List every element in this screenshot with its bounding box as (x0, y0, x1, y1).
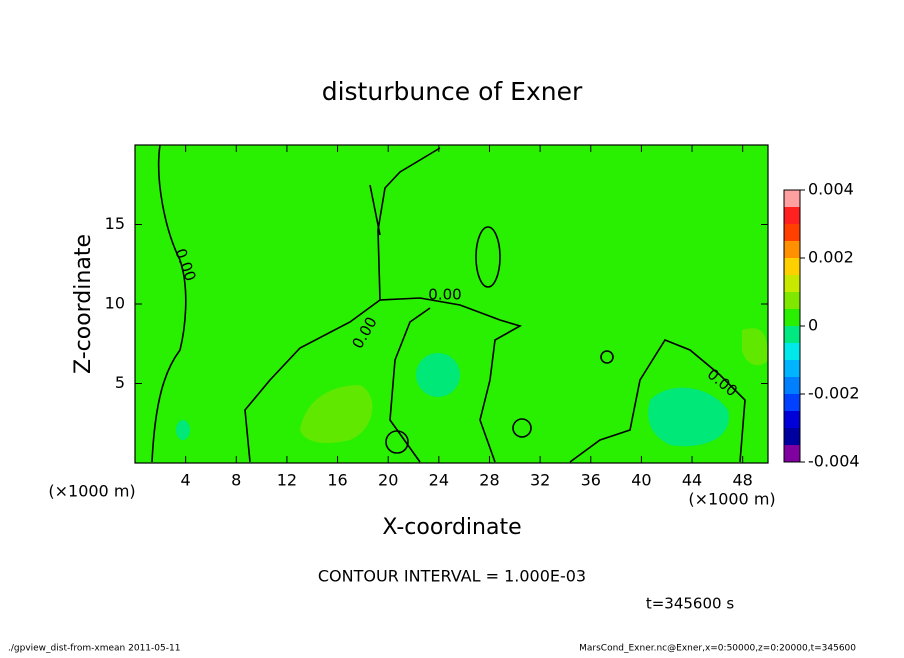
field-region (742, 328, 768, 366)
colorbar-segment (784, 258, 800, 275)
field-region (300, 385, 373, 443)
y-tick-label: 5 (115, 373, 125, 392)
x-axis-label: X-coordinate (382, 515, 521, 540)
x-tick-label: 4 (181, 471, 191, 490)
field-region (648, 387, 729, 447)
colorbar-segment (784, 343, 800, 360)
field-region (176, 420, 190, 440)
colorbar-segment (784, 411, 800, 428)
x-tick-label: 8 (231, 471, 241, 490)
x-tick-label: 36 (581, 471, 601, 490)
contour-line (389, 307, 431, 463)
contour-line (151, 144, 187, 463)
y-tick-label: 10 (105, 294, 125, 313)
colorbar-tick-label: -0.002 (808, 384, 860, 403)
x-tick-label: 48 (733, 471, 753, 490)
colorbar-tick-label: 0.002 (808, 248, 854, 267)
axis-unit: (×1000 m) (48, 482, 135, 501)
x-tick-label: 40 (631, 471, 651, 490)
x-tick-label: 28 (479, 471, 499, 490)
x-tick-label: 44 (682, 471, 702, 490)
colorbar-segment (784, 360, 800, 377)
colorbar-tick-label: -0.004 (808, 452, 860, 471)
colorbar-segment (784, 190, 800, 207)
colorbar-segment (784, 309, 800, 326)
contour-line (600, 350, 614, 364)
contour-line (369, 184, 381, 236)
x-tick-label: 16 (327, 471, 347, 490)
colorbar-segment (784, 292, 800, 309)
contour-line (385, 430, 409, 454)
field: 0.00 0.00 0.00 0.00 (135, 144, 768, 463)
colorbar-tick-label: 0 (808, 316, 818, 335)
axis-unit: (×1000 m) (688, 490, 775, 509)
colorbar-segment (784, 445, 800, 462)
colorbar-segment (784, 326, 800, 343)
contour-line (512, 418, 532, 438)
contour-line (475, 226, 501, 288)
colorbar-segment (784, 224, 800, 241)
colorbar-segment (784, 275, 800, 292)
colorbar-segment (784, 377, 800, 394)
x-tick-label: 24 (429, 471, 449, 490)
field-region (416, 353, 460, 397)
colorbar-segment (784, 241, 800, 258)
x-tick-label: 12 (277, 471, 297, 490)
colorbar-segment (784, 428, 800, 445)
contour-label: 0.00 (428, 286, 461, 304)
y-tick-label: 15 (105, 214, 125, 233)
footer: ./gpview_dist-from-xmean 2011-05-11 (8, 644, 180, 654)
colorbar-segment (784, 394, 800, 411)
contour-line (569, 339, 746, 463)
x-tick-label: 20 (378, 471, 398, 490)
colorbar-segment (784, 207, 800, 224)
y-axis-label: Z-coordinate (71, 234, 96, 374)
chart-title: disturbunce of Exner (322, 77, 583, 106)
x-tick-label: 32 (530, 471, 550, 490)
contour-interval: CONTOUR INTERVAL = 1.000E-03 (318, 567, 586, 586)
time-label: t=345600 s (646, 595, 734, 613)
colorbar-tick-label: 0.004 (808, 180, 854, 199)
contour-line (379, 297, 523, 463)
footer: MarsCond_Exner.nc@Exner,x=0:50000,z=0:20… (579, 644, 856, 654)
